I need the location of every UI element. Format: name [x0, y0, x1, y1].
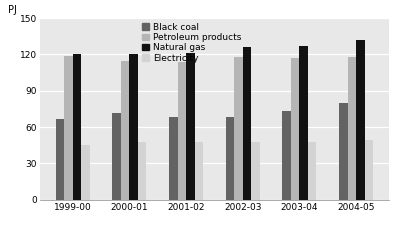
Bar [81, 145, 90, 200]
Bar [339, 103, 348, 200]
Bar [186, 53, 195, 200]
Bar [64, 56, 73, 200]
Bar [308, 142, 316, 200]
Text: PJ: PJ [8, 5, 17, 15]
Bar [365, 141, 373, 200]
Bar [112, 113, 121, 200]
Bar [226, 117, 234, 200]
Bar [251, 142, 260, 200]
Bar [169, 117, 177, 200]
Bar [356, 40, 365, 200]
Bar [348, 57, 356, 200]
Legend: Black coal, Petroleum products, Natural gas, Electricity: Black coal, Petroleum products, Natural … [142, 23, 241, 63]
Bar [291, 58, 299, 200]
Bar [195, 142, 203, 200]
Bar [234, 57, 243, 200]
Bar [299, 46, 308, 200]
Bar [138, 142, 146, 200]
Bar [73, 54, 81, 200]
Bar [177, 62, 186, 200]
Bar [121, 61, 129, 200]
Bar [282, 111, 291, 200]
Bar [243, 47, 251, 200]
Bar [56, 119, 64, 200]
Bar [129, 54, 138, 200]
